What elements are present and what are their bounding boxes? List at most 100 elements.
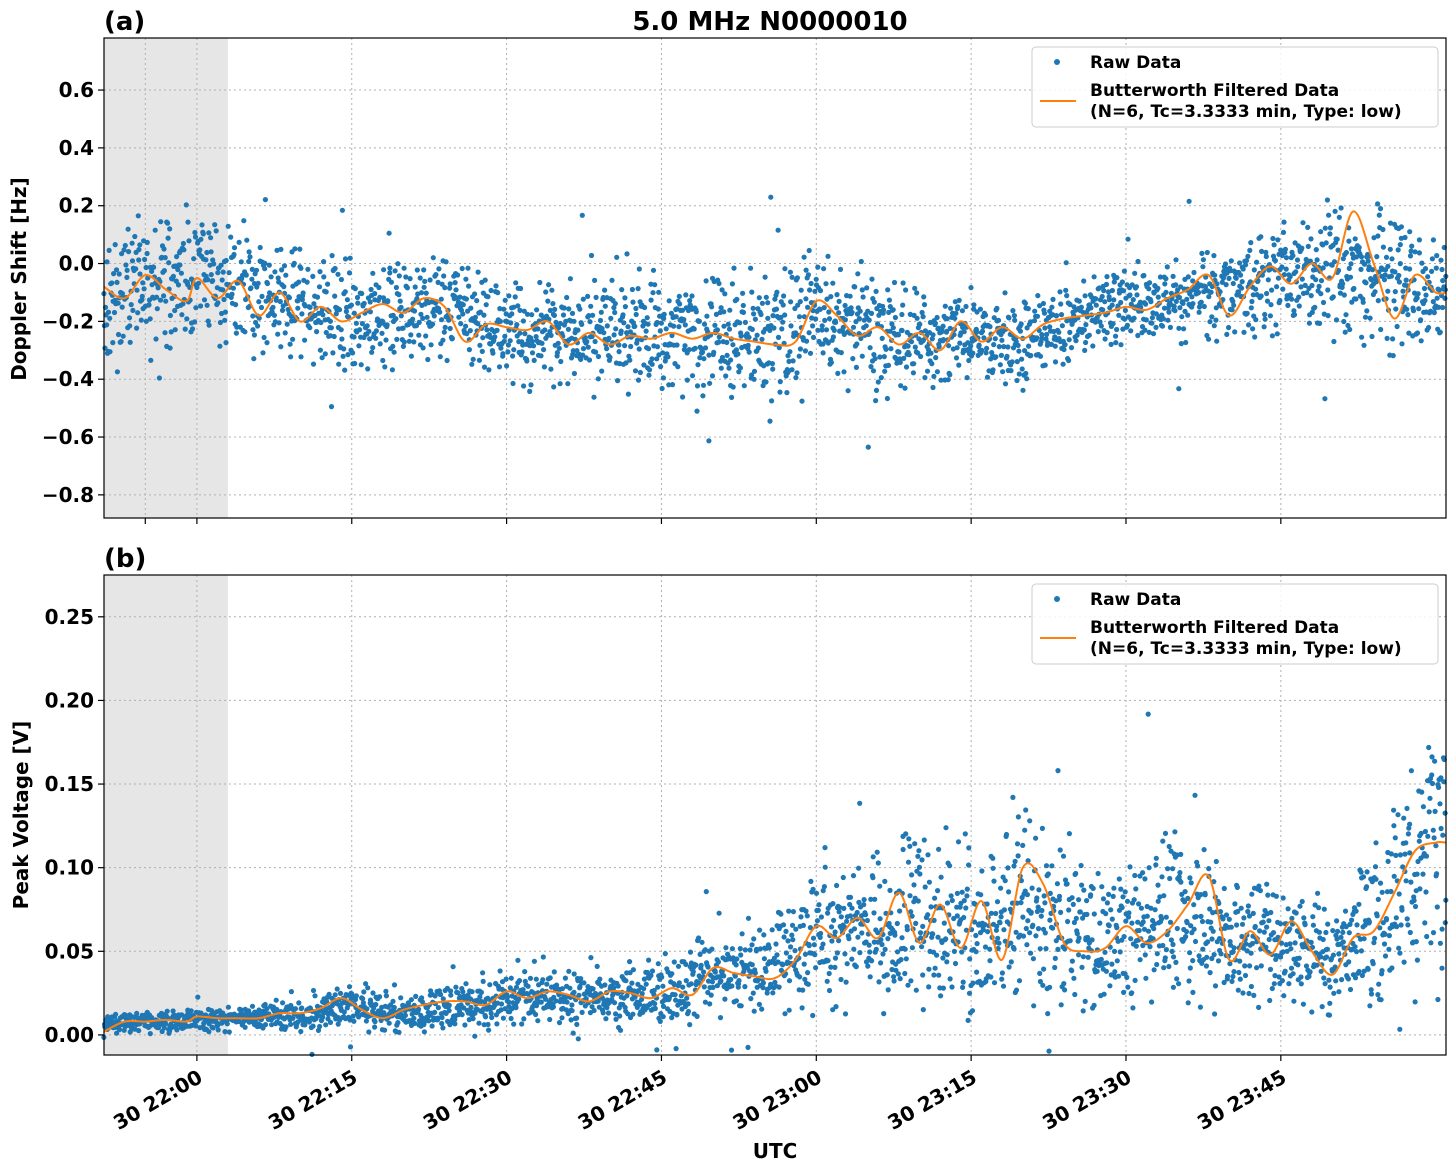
raw-data-point bbox=[757, 946, 764, 952]
raw-data-point bbox=[819, 327, 825, 333]
raw-data-point bbox=[1058, 301, 1064, 307]
raw-data-point bbox=[1398, 224, 1404, 230]
raw-data-point bbox=[132, 233, 138, 240]
raw-data-point bbox=[1222, 261, 1229, 267]
raw-data-point bbox=[911, 361, 917, 367]
raw-data-point bbox=[1186, 198, 1192, 204]
raw-data-point bbox=[1269, 333, 1275, 339]
raw-data-point bbox=[991, 878, 997, 884]
raw-data-point bbox=[919, 857, 925, 863]
raw-data-point bbox=[262, 197, 268, 203]
raw-data-point bbox=[763, 968, 769, 974]
raw-data-point bbox=[1148, 299, 1154, 305]
raw-data-point bbox=[1032, 308, 1038, 314]
raw-data-point bbox=[1334, 236, 1340, 242]
raw-data-point bbox=[361, 300, 367, 307]
raw-data-point bbox=[1181, 326, 1187, 332]
raw-data-point bbox=[1101, 288, 1107, 294]
raw-data-point bbox=[873, 387, 880, 393]
raw-data-point bbox=[1120, 894, 1126, 900]
raw-data-point bbox=[721, 323, 727, 329]
raw-data-point bbox=[629, 980, 635, 986]
raw-data-point bbox=[932, 965, 938, 971]
raw-data-point bbox=[661, 315, 667, 321]
raw-data-point bbox=[1239, 285, 1245, 291]
raw-data-point bbox=[881, 354, 887, 360]
raw-data-point bbox=[529, 312, 535, 318]
raw-data-point bbox=[742, 984, 748, 990]
raw-data-point bbox=[1019, 366, 1025, 372]
raw-data-point bbox=[542, 327, 548, 333]
raw-data-point bbox=[1036, 887, 1042, 893]
raw-data-point bbox=[740, 290, 746, 296]
raw-data-point bbox=[1287, 941, 1293, 947]
raw-data-point bbox=[377, 994, 383, 1000]
raw-data-point bbox=[495, 1000, 501, 1006]
raw-data-point bbox=[129, 258, 136, 264]
raw-data-point bbox=[1229, 307, 1235, 313]
raw-data-point bbox=[338, 276, 344, 283]
raw-data-point bbox=[1134, 292, 1140, 298]
raw-data-point bbox=[1040, 300, 1046, 307]
raw-data-point bbox=[1173, 257, 1179, 263]
raw-data-point bbox=[469, 361, 475, 367]
raw-data-point bbox=[1039, 825, 1045, 832]
raw-data-point bbox=[1392, 289, 1398, 295]
raw-data-point bbox=[416, 319, 422, 325]
raw-data-point bbox=[562, 975, 569, 981]
raw-data-point bbox=[1251, 992, 1257, 999]
raw-data-point bbox=[165, 235, 171, 241]
raw-data-point bbox=[110, 340, 116, 346]
raw-data-point bbox=[304, 279, 310, 285]
raw-data-point bbox=[682, 343, 688, 349]
raw-data-point bbox=[1407, 229, 1413, 235]
raw-data-point bbox=[1203, 963, 1209, 969]
raw-data-point bbox=[786, 1007, 792, 1013]
panel-a-label: (a) bbox=[104, 7, 145, 37]
raw-data-point bbox=[775, 227, 781, 233]
raw-data-point bbox=[1442, 287, 1448, 293]
raw-data-point bbox=[757, 927, 763, 933]
raw-data-point bbox=[926, 966, 932, 972]
raw-data-point bbox=[749, 942, 755, 948]
raw-data-point bbox=[1039, 335, 1045, 341]
raw-data-point bbox=[135, 213, 141, 219]
raw-data-point bbox=[1011, 946, 1017, 952]
raw-data-point bbox=[953, 310, 959, 316]
raw-data-point bbox=[1029, 885, 1035, 891]
raw-data-point bbox=[392, 268, 398, 274]
raw-data-point bbox=[882, 946, 888, 953]
raw-data-point bbox=[1265, 277, 1271, 283]
raw-data-point bbox=[702, 345, 709, 351]
raw-data-point bbox=[654, 1047, 660, 1053]
raw-data-point bbox=[480, 335, 486, 341]
raw-data-point bbox=[343, 308, 349, 315]
raw-data-point bbox=[707, 1001, 713, 1007]
raw-data-point bbox=[1088, 305, 1094, 311]
raw-data-point bbox=[1246, 322, 1252, 328]
raw-data-point bbox=[878, 937, 884, 943]
raw-data-point bbox=[566, 306, 572, 312]
raw-data-point bbox=[973, 949, 979, 955]
raw-data-point bbox=[1052, 359, 1059, 365]
raw-data-point bbox=[146, 302, 152, 308]
raw-data-point bbox=[840, 324, 846, 330]
raw-data-point bbox=[107, 315, 113, 321]
raw-data-point bbox=[865, 963, 871, 969]
raw-data-point bbox=[590, 986, 596, 992]
raw-data-point bbox=[707, 380, 713, 386]
raw-data-point bbox=[789, 932, 795, 938]
raw-data-point bbox=[655, 984, 661, 990]
raw-data-point bbox=[1081, 327, 1087, 333]
raw-data-point bbox=[994, 899, 1001, 905]
raw-data-point bbox=[636, 346, 642, 352]
raw-data-point bbox=[273, 997, 279, 1003]
raw-data-point bbox=[396, 292, 402, 298]
raw-data-point bbox=[687, 298, 693, 304]
raw-data-point bbox=[1237, 958, 1243, 964]
raw-data-point bbox=[680, 984, 686, 990]
raw-data-point bbox=[356, 1014, 362, 1020]
raw-data-point bbox=[191, 256, 197, 262]
raw-data-point bbox=[627, 970, 633, 976]
raw-data-point bbox=[751, 1008, 757, 1014]
